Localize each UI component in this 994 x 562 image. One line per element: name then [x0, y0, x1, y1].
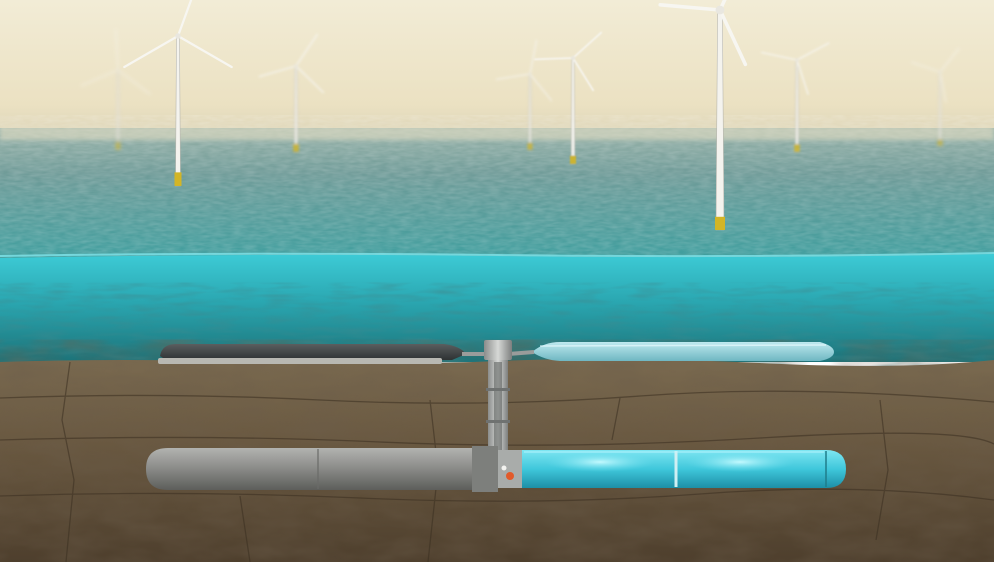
sea-surface: [0, 126, 994, 258]
storage-tube-concrete: [146, 446, 522, 492]
wind-turbine: [495, 39, 553, 151]
vertical-shaft: [484, 340, 512, 460]
surface-reservoir-dark: [158, 344, 466, 364]
wind-turbine: [80, 29, 151, 151]
wind-turbine: [258, 33, 325, 153]
wind-turbine: [658, 0, 748, 231]
wind-turbine: [534, 31, 603, 165]
sky: [0, 0, 994, 140]
surface-reservoir-light: [532, 342, 834, 361]
connector-pipes: [462, 350, 535, 356]
wind-turbines: [80, 0, 960, 231]
wind-turbine: [123, 0, 233, 187]
wind-turbine: [760, 42, 830, 153]
wind-turbine: [910, 47, 960, 147]
storage-tube-glowing: [522, 450, 846, 488]
